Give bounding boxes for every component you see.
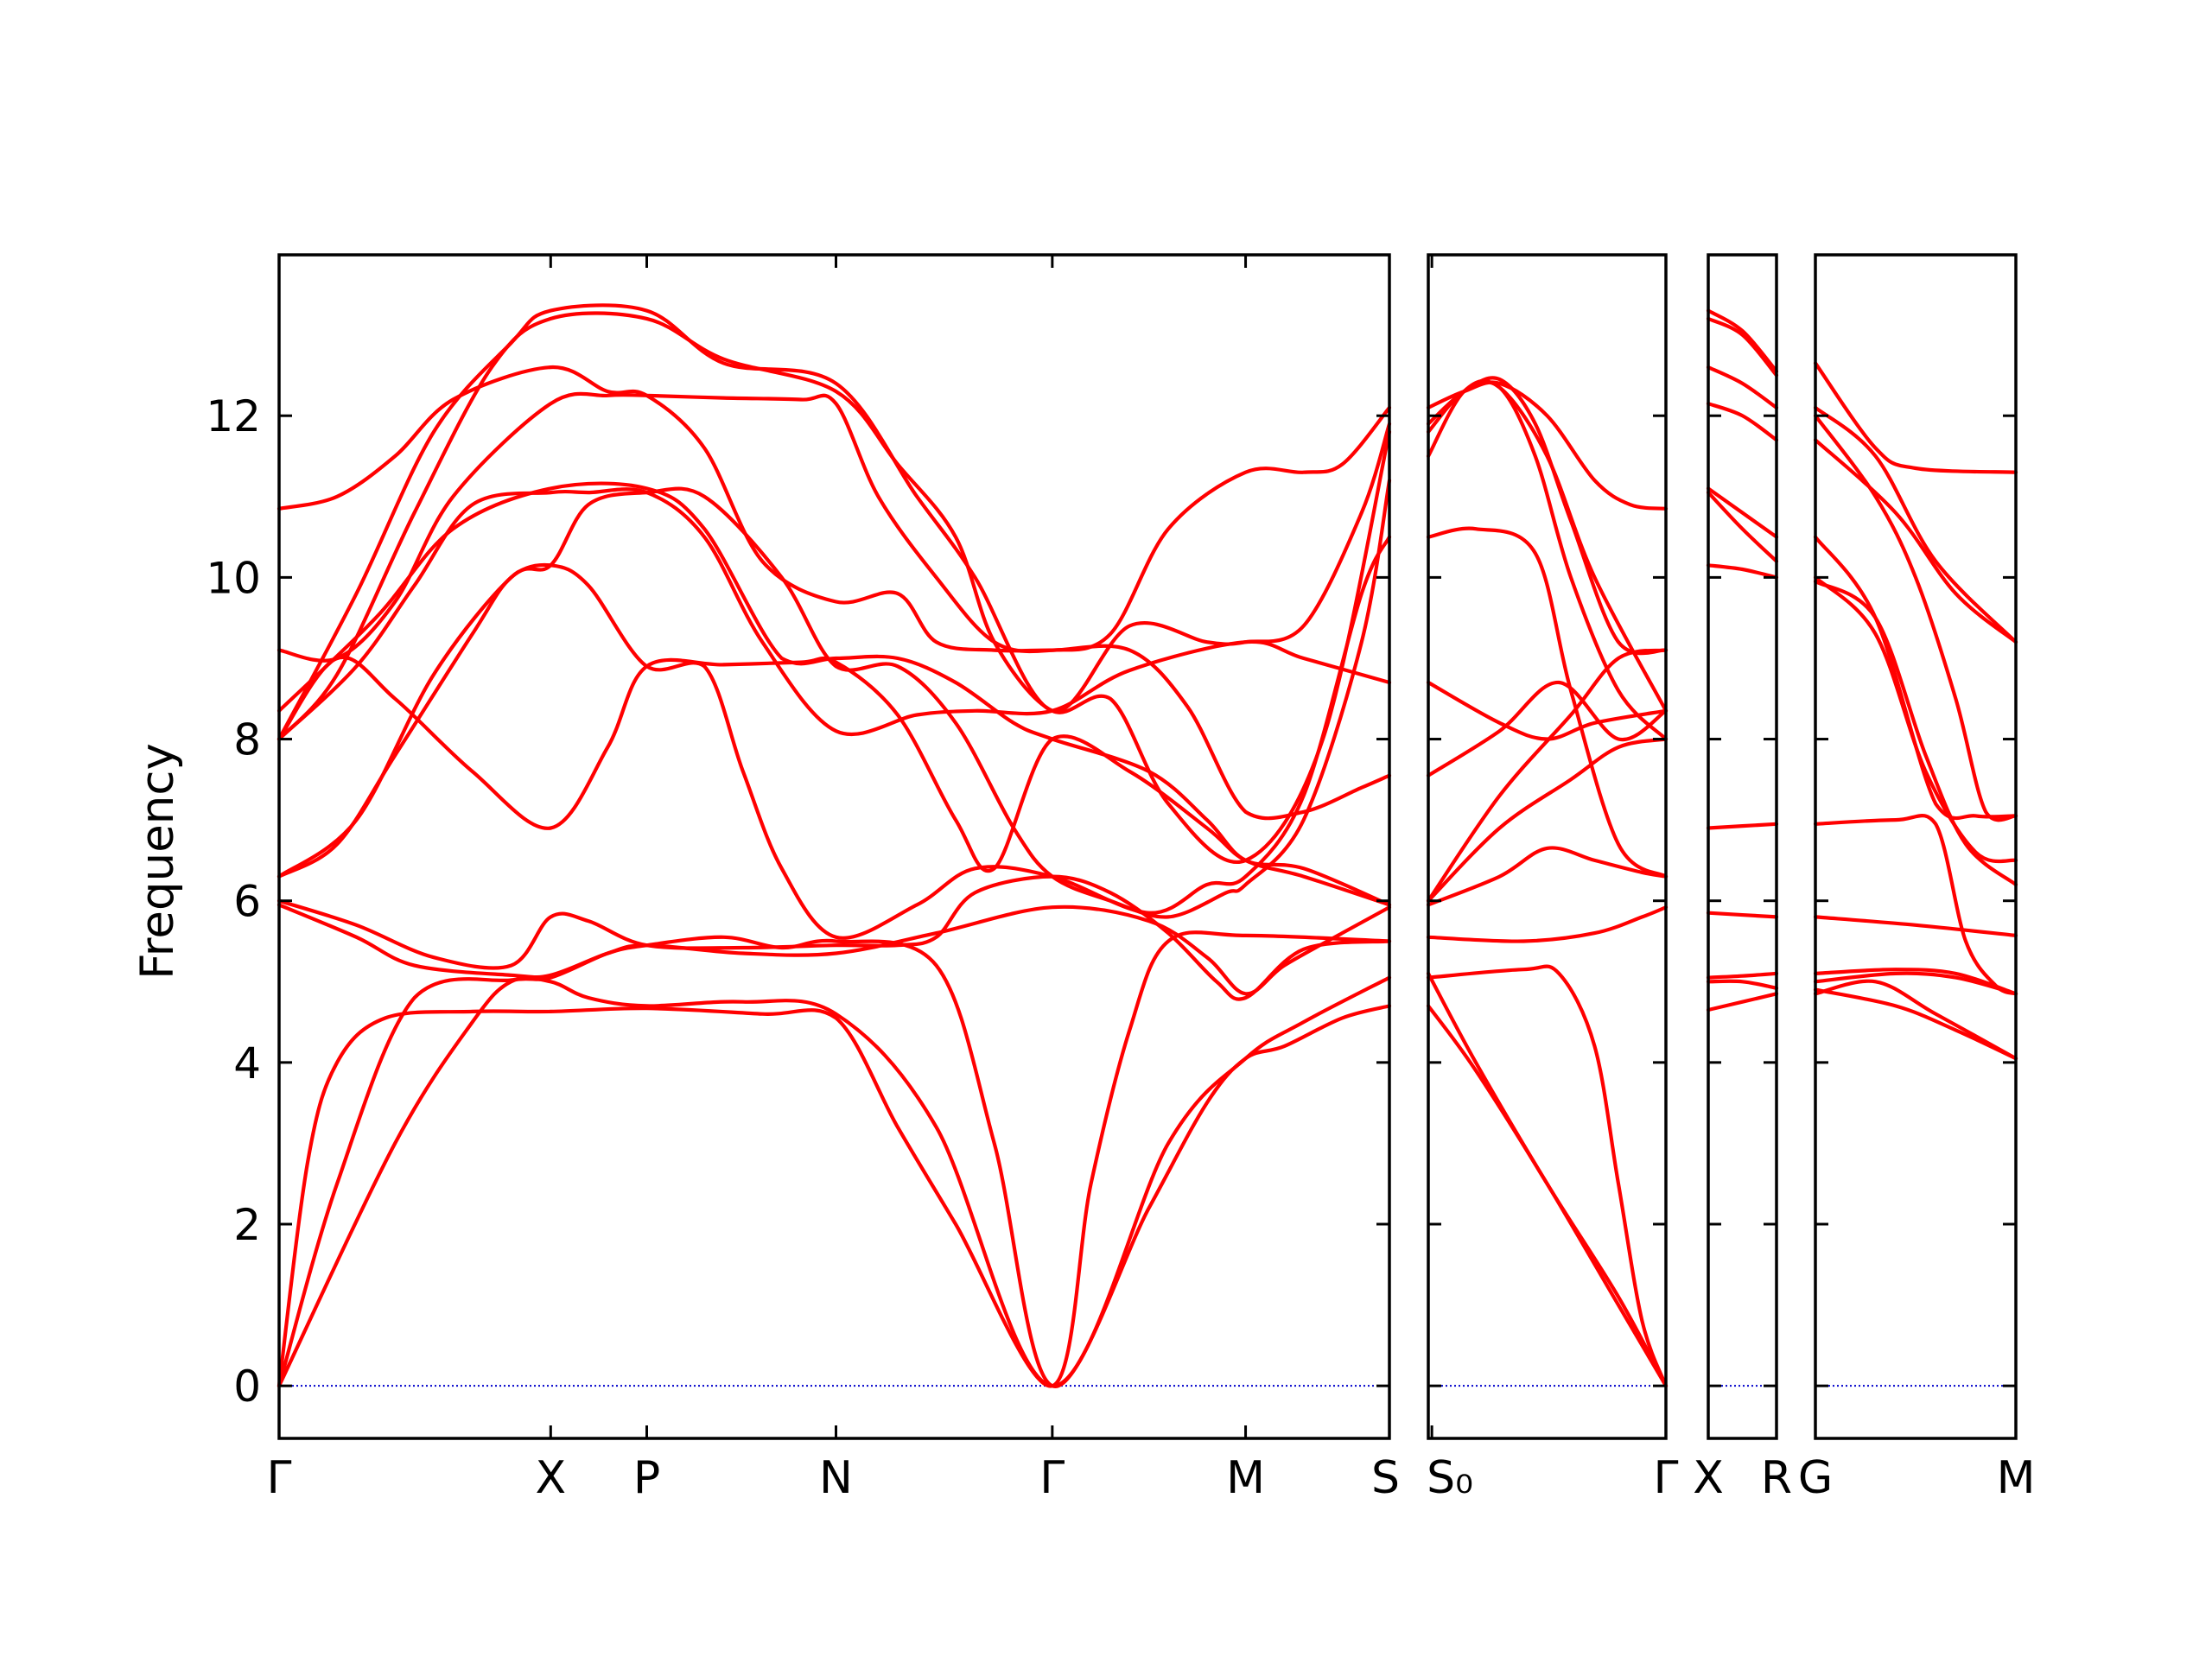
band-3-6	[1706, 563, 1779, 580]
band-1-4	[276, 903, 1392, 996]
band-4-9	[1813, 535, 2018, 821]
x-tick-label-1-7: S	[1371, 1452, 1400, 1504]
band-2-6	[1426, 737, 1669, 903]
y-tick-label-4: 4	[233, 1038, 261, 1089]
band-4-11	[1813, 414, 2018, 822]
panel-frame-2	[1427, 253, 1668, 1440]
y-axis-label: Frequency	[131, 743, 184, 980]
band-3-7	[1706, 491, 1779, 563]
band-4-1	[1813, 979, 2018, 1061]
band-3-8	[1706, 486, 1779, 539]
y-tick-label-12: 12	[206, 391, 261, 441]
band-1-2	[276, 930, 1392, 1388]
band-4-2	[1813, 987, 2018, 1061]
band-2-5	[1426, 846, 1669, 907]
y-tick-label-2: 2	[233, 1200, 261, 1250]
band-1-10	[276, 481, 1392, 907]
band-4-13	[1813, 361, 2018, 474]
band-3-5	[1706, 822, 1779, 830]
band-1-9	[276, 487, 1392, 741]
band-1-6	[276, 535, 1392, 940]
band-1-3	[276, 975, 1392, 1388]
band-4-7	[1813, 580, 2018, 887]
band-1-13	[276, 311, 1392, 864]
band-1-11	[276, 391, 1392, 663]
band-2-3	[1426, 964, 1669, 1388]
panel-frame-4	[1814, 253, 2018, 1440]
x-tick-label-4-1: G	[1798, 1452, 1833, 1504]
x-tick-label-1-5: Γ	[1039, 1452, 1065, 1504]
x-tick-label-2-2: S₀	[1427, 1452, 1473, 1504]
band-4-3	[1813, 971, 2018, 996]
band-2-1	[1426, 1004, 1669, 1388]
band-4-4	[1813, 968, 2018, 996]
band-1-7	[276, 479, 1392, 919]
band-3-2	[1706, 979, 1779, 990]
band-1-1	[276, 935, 1392, 1388]
band-4-6	[1813, 813, 2018, 996]
band-3-1	[1706, 992, 1779, 1012]
y-tick-label-0: 0	[233, 1362, 261, 1412]
band-4-5	[1813, 915, 2018, 937]
panel-frame-1	[277, 253, 1391, 1440]
band-3-4	[1706, 911, 1779, 919]
x-tick-label-1-1: Γ	[267, 1452, 292, 1504]
band-1-12	[276, 365, 1392, 821]
y-tick-label-8: 8	[233, 715, 261, 765]
x-tick-label-1-3: P	[633, 1452, 660, 1504]
x-tick-label-4-2: M	[1997, 1452, 2036, 1504]
band-2-2	[1426, 971, 1669, 1388]
band-3-11	[1706, 316, 1779, 378]
x-tick-label-1-4: N	[819, 1452, 853, 1504]
x-tick-label-3-2: R	[1761, 1452, 1792, 1504]
band-4-10	[1813, 438, 2018, 644]
panel-frame-3	[1707, 253, 1778, 1440]
y-tick-label-6: 6	[233, 877, 261, 927]
y-tick-label-10: 10	[206, 553, 261, 603]
x-tick-label-1-2: X	[535, 1452, 566, 1504]
band-2-8	[1426, 680, 1669, 778]
band-2-4	[1426, 905, 1669, 943]
band-1-8	[276, 655, 1392, 907]
band-2-9	[1426, 680, 1669, 741]
band-3-9	[1706, 402, 1779, 442]
band-2-14	[1426, 378, 1669, 713]
band-3-10	[1706, 365, 1779, 409]
x-tick-label-1-6: M	[1226, 1452, 1265, 1504]
band-3-12	[1706, 308, 1779, 373]
band-2-10	[1426, 526, 1669, 879]
band-2-7	[1426, 648, 1669, 903]
band-1-14	[276, 303, 1392, 741]
band-4-12	[1813, 405, 2018, 644]
x-tick-label-3-1: X	[1693, 1452, 1724, 1504]
x-tick-label-2-3: Γ	[1654, 1452, 1679, 1504]
band-2-12	[1426, 376, 1669, 656]
band-3-3	[1706, 971, 1779, 980]
band-1-5	[276, 874, 1392, 1001]
